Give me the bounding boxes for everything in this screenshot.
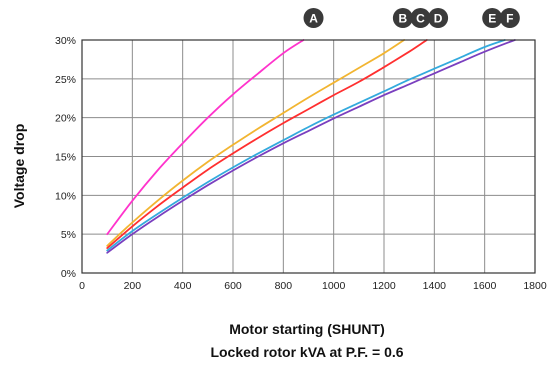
y-tick-label: 10% <box>55 190 76 202</box>
series-line-c <box>106 39 428 249</box>
y-tick-label: 0% <box>61 268 76 280</box>
x-tick-label: 1400 <box>423 280 447 292</box>
series-line-b <box>106 39 405 247</box>
series-badge-a: A <box>303 8 324 28</box>
badge-label: C <box>416 12 425 26</box>
y-tick-label: 25% <box>55 74 76 86</box>
x-tick-labels: 0 200 400 600 800 1000 1200 1400 1600 1800 <box>79 280 547 292</box>
y-tick-label: 5% <box>61 229 76 241</box>
x-tick-label: 1000 <box>322 280 346 292</box>
series-badge-e: E <box>482 8 503 28</box>
x-axis-label-secondary: Locked rotor kVA at P.F. = 0.6 <box>210 344 403 360</box>
badge-circle <box>428 8 449 28</box>
badge-circle <box>392 8 413 28</box>
series-line-e <box>106 39 506 252</box>
badge-circle <box>410 8 431 28</box>
badge-label: D <box>434 12 443 26</box>
badge-circle <box>499 8 520 28</box>
badge-label: B <box>399 12 408 26</box>
y-tick-labels: 0% 5% 10% 15% 20% 25% 30% <box>55 35 76 280</box>
series-badge-c: C <box>410 8 431 28</box>
series-line-a <box>106 39 305 236</box>
badge-circle <box>482 8 503 28</box>
series-badge-b: B <box>392 8 413 28</box>
y-tick-label: 15% <box>55 152 76 164</box>
series-badge-f: F <box>499 8 520 28</box>
series-line-f <box>106 39 516 254</box>
badge-label: A <box>309 12 318 26</box>
x-tick-label: 400 <box>174 280 192 292</box>
badge-circle <box>303 8 324 28</box>
y-axis-label: Voltage drop <box>11 124 27 209</box>
x-tick-label: 1800 <box>523 280 547 292</box>
badge-label: F <box>506 12 513 26</box>
y-tick-label: 20% <box>55 113 76 125</box>
series-lines <box>106 39 516 254</box>
y-tick-label: 30% <box>55 35 76 47</box>
badge-label: E <box>488 12 496 26</box>
x-axis-label: Motor starting (SHUNT) <box>229 321 385 337</box>
x-tick-label: 0 <box>79 280 85 292</box>
series-badge-d: D <box>428 8 449 28</box>
x-tick-label: 1600 <box>473 280 497 292</box>
x-tick-label: 200 <box>124 280 142 292</box>
x-tick-label: 600 <box>224 280 242 292</box>
grid <box>81 39 536 274</box>
x-tick-label: 1200 <box>372 280 396 292</box>
x-tick-label: 800 <box>275 280 293 292</box>
plot-frame <box>81 39 536 274</box>
